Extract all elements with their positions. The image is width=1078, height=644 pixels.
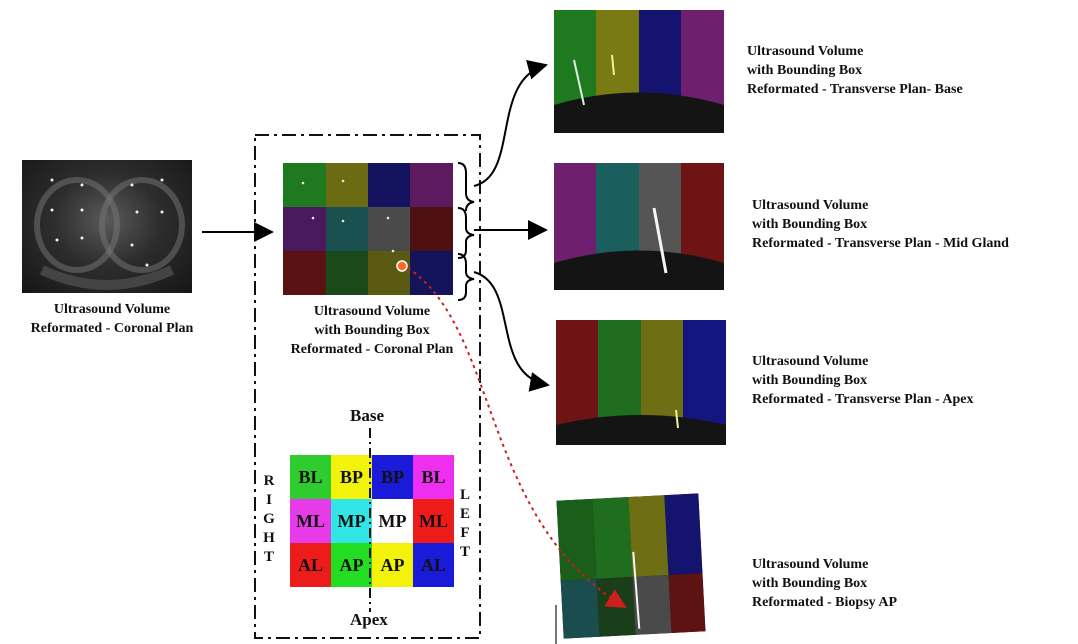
coronal-cell-red — [283, 251, 326, 295]
map-label-apex: Apex — [350, 610, 388, 629]
map-label-right: RIGHT — [262, 472, 276, 567]
coronal-cell-green — [283, 163, 326, 207]
coronal-box-label: Ultrasound Volume with Bounding Box Refo… — [290, 304, 454, 357]
zone-cell: BL — [413, 455, 454, 499]
coronal-cell-darkred — [410, 207, 453, 251]
coronal-box-markers — [301, 179, 408, 272]
coronal-source-label: Ultrasound Volume Reformated - Coronal P… — [30, 302, 194, 336]
transverse-base-image — [554, 10, 724, 133]
coronal-bounding-box-image — [283, 163, 453, 295]
zone-cell: AP — [372, 543, 413, 587]
biopsy-ap-image — [556, 493, 706, 639]
brace-mid — [457, 207, 475, 259]
side-word: RIGHT — [263, 473, 275, 565]
transverse-mid-image — [554, 163, 724, 290]
apex-image-overlay — [556, 409, 726, 445]
dash-dot-frame — [254, 134, 481, 639]
zone-cell: MP — [372, 499, 413, 543]
zone-cell: AP — [331, 543, 372, 587]
coronal-cell-magenta — [410, 163, 453, 207]
coronal-cell-navy — [368, 163, 410, 207]
arrow-to-apex — [473, 271, 550, 392]
coronal-cell-olive — [368, 251, 410, 295]
coronal-cell-purple — [283, 207, 326, 251]
side-word: LEFT — [459, 487, 470, 560]
mid-image-overlay — [554, 207, 724, 290]
zone-cell: ML — [413, 499, 454, 543]
coronal-cell-yellow — [326, 163, 368, 207]
map-label-left: LEFT — [458, 486, 472, 562]
arrow-to-biopsy — [407, 267, 627, 609]
zone-cell: AL — [290, 543, 331, 587]
zone-cell: MP — [331, 499, 372, 543]
base-image-overlay — [554, 54, 724, 133]
zone-cell: ML — [290, 499, 331, 543]
apex-label: Ultrasound Volume with Bounding Box Refo… — [752, 354, 974, 407]
zone-cell: AL — [413, 543, 454, 587]
mid-label: Ultrasound Volume with Bounding Box Refo… — [752, 198, 1009, 251]
brace-bottom — [457, 253, 475, 301]
zone-cell: BP — [331, 455, 372, 499]
zone-cell: BL — [290, 455, 331, 499]
zone-cell: BP — [372, 455, 413, 499]
coronal-image-markers — [34, 177, 185, 290]
map-label-base: Base — [350, 406, 384, 425]
zone-map-grid: BL BP BP BL ML MP MP ML AL AP AP AL — [290, 455, 454, 587]
transverse-apex-image — [556, 320, 726, 445]
base-label: Ultrasound Volume with Bounding Box Refo… — [747, 44, 963, 97]
coronal-cell-gray — [368, 207, 410, 251]
coronal-cell-teal — [326, 207, 368, 251]
biopsy-needle — [632, 551, 641, 629]
biopsy-label: Ultrasound Volume with Bounding Box Refo… — [752, 557, 898, 610]
coronal-ultrasound-image — [22, 160, 192, 293]
coronal-cell-darkgreen — [326, 251, 368, 295]
brace-top — [457, 162, 475, 212]
arrow-to-base — [473, 60, 548, 187]
